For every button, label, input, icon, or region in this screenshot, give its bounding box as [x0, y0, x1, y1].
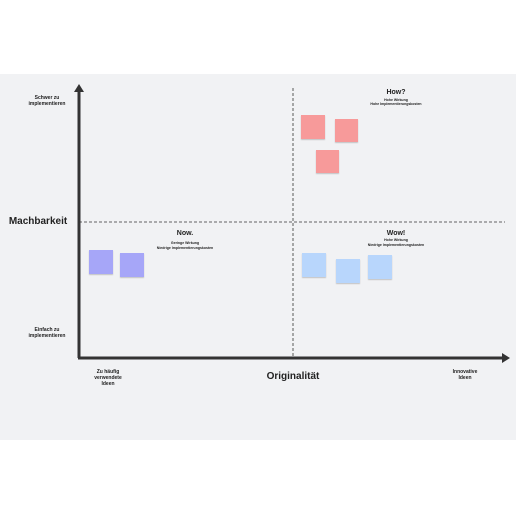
quadrant-text: Geringe Wirkung	[170, 241, 200, 245]
quadrant-title: Now.	[176, 230, 194, 237]
sticky-note	[301, 115, 325, 139]
y-bottom-label: Einfach zu implementieren	[28, 327, 66, 339]
y-axis-label: Machbarkeit	[8, 216, 68, 227]
quadrant-text: Hohe Wirkung	[384, 238, 408, 242]
quadrant-text: Niedrige Implementierungskosten	[156, 246, 214, 250]
y-arrow	[74, 84, 84, 92]
x-left-label: Zu häufig verwendete Ideen	[94, 369, 122, 387]
sticky-note	[316, 150, 339, 173]
sticky-note	[335, 119, 358, 142]
quadrant-text: Niedrige Implementierungskosten	[367, 243, 425, 247]
quadrant-text: Hohe Wirkung	[384, 98, 408, 102]
y-top-label: Schwer zu implementieren	[28, 95, 66, 107]
quadrant-text: Hohe Implementierungskosten	[370, 102, 422, 106]
x-axis-label: Originalität	[266, 371, 320, 382]
sticky-note	[120, 253, 144, 277]
x-right-label: Innovative Ideen	[452, 369, 478, 381]
board	[0, 74, 516, 440]
x-arrow	[502, 353, 510, 363]
sticky-note	[89, 250, 113, 274]
sticky-note	[368, 255, 392, 279]
sticky-note	[302, 253, 326, 277]
quadrant-title: Wow!	[386, 230, 406, 237]
sticky-note	[336, 259, 360, 283]
quadrant-title: How?	[386, 89, 406, 96]
